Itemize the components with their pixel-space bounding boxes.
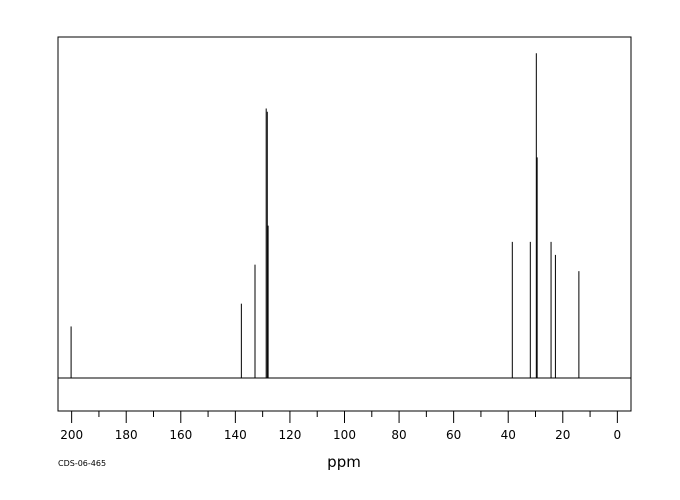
tick-label: 140 bbox=[224, 428, 247, 442]
spectrum-code-label: CDS-06-465 bbox=[58, 459, 106, 468]
tick-label: 40 bbox=[501, 428, 516, 442]
tick-label: 20 bbox=[555, 428, 570, 442]
tick-label: 100 bbox=[333, 428, 356, 442]
tick-label: 0 bbox=[614, 428, 622, 442]
tick-label: 160 bbox=[169, 428, 192, 442]
plot-frame bbox=[57, 36, 632, 412]
peaks-layer bbox=[70, 53, 580, 379]
tick-label: 80 bbox=[391, 428, 406, 442]
tick-label: 120 bbox=[278, 428, 301, 442]
tick-label: 60 bbox=[446, 428, 461, 442]
tick-label: 180 bbox=[115, 428, 138, 442]
x-axis-ticks: 200 180 160 140 120 100 80 60 40 20 0 bbox=[60, 411, 621, 442]
x-axis-title: ppm bbox=[327, 453, 361, 471]
tick-label: 200 bbox=[60, 428, 83, 442]
